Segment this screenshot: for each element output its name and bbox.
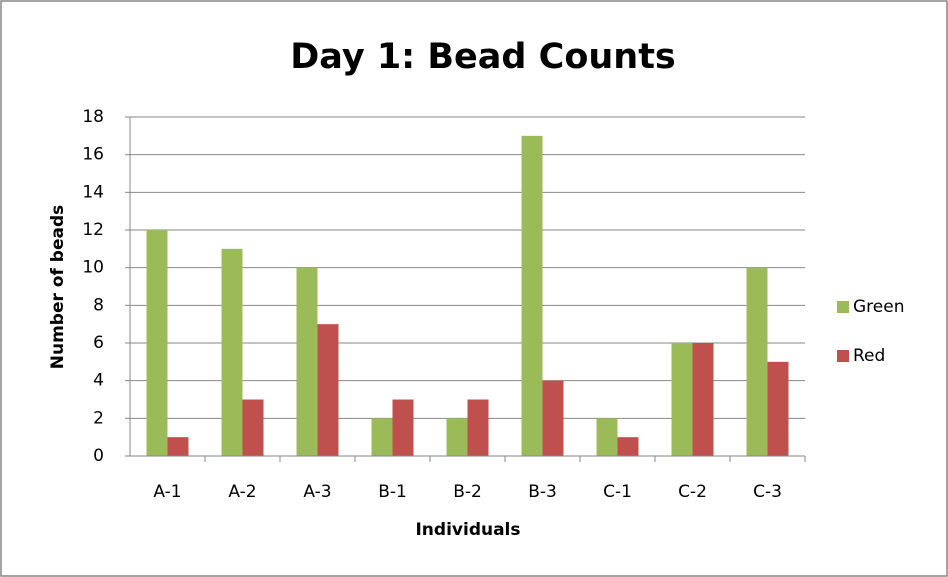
- y-tick-label: 12: [82, 220, 104, 240]
- bar: [746, 267, 768, 456]
- y-tick-label: 14: [82, 182, 104, 202]
- legend-label: Green: [853, 297, 904, 317]
- bar: [671, 343, 693, 456]
- x-tick-label: C-3: [753, 482, 782, 502]
- bar: [617, 437, 639, 456]
- x-tick-label: C-1: [603, 482, 632, 502]
- bar: [371, 418, 393, 456]
- x-tick-label: A-1: [153, 482, 181, 502]
- bar: [167, 437, 189, 456]
- y-tick-label: 10: [82, 258, 104, 278]
- bar: [692, 343, 714, 456]
- legend-label: Red: [853, 346, 885, 366]
- x-tick-label: B-3: [528, 482, 557, 502]
- y-tick-label: 16: [82, 145, 104, 165]
- y-tick-label: 6: [93, 333, 104, 353]
- x-tick-label: B-1: [378, 482, 407, 502]
- bar: [596, 418, 618, 456]
- bar: [296, 267, 318, 456]
- bar: [767, 361, 789, 456]
- x-axis-label: Individuals: [415, 520, 520, 540]
- bar: [542, 380, 564, 456]
- legend-swatch: [837, 301, 849, 313]
- y-tick-label: 18: [82, 107, 104, 127]
- bar: [446, 418, 468, 456]
- chart-title: Day 1: Bead Counts: [290, 37, 676, 77]
- x-tick-label: C-2: [678, 482, 707, 502]
- bar: [242, 399, 264, 456]
- y-tick-label: 8: [93, 295, 104, 315]
- x-tick-label: A-2: [228, 482, 256, 502]
- x-tick-label: A-3: [303, 482, 331, 502]
- bar: [467, 399, 489, 456]
- bar: [392, 399, 414, 456]
- y-tick-label: 4: [93, 371, 104, 391]
- x-tick-label: B-2: [453, 482, 482, 502]
- y-tick-label: 2: [93, 408, 104, 428]
- bar: [146, 230, 168, 456]
- bar: [317, 324, 339, 456]
- y-tick-label: 0: [93, 446, 104, 466]
- y-axis-label: Number of beads: [48, 205, 68, 370]
- bar: [221, 248, 243, 456]
- bar: [521, 135, 543, 457]
- legend-swatch: [837, 350, 849, 362]
